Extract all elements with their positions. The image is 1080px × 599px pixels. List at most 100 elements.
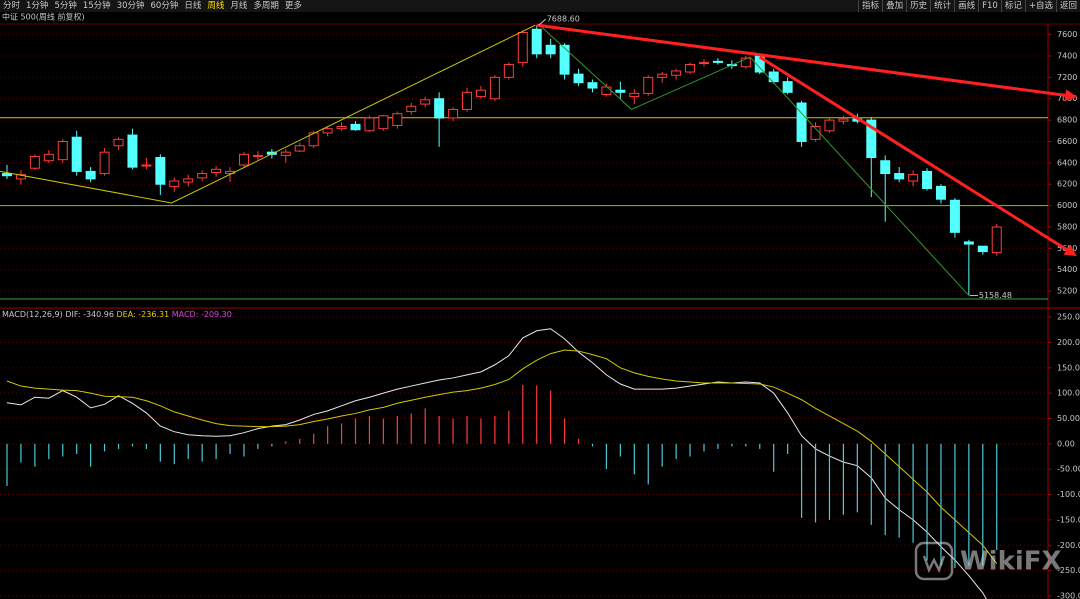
candle-body	[657, 73, 668, 78]
candle-body	[977, 245, 988, 253]
candle-body	[183, 178, 194, 183]
candle-body	[155, 157, 166, 185]
y-tick-label: 100.0	[1057, 389, 1080, 398]
low-label: 5158.48	[979, 291, 1012, 300]
tool-button[interactable]: +自选	[1024, 0, 1056, 12]
candle-body	[113, 138, 124, 147]
y-tick-label: 150.0	[1057, 363, 1080, 372]
period-tab[interactable]: 5分钟	[54, 1, 77, 11]
legend-item: MACD(12,26,9)	[2, 310, 63, 319]
tool-button[interactable]: 指标	[858, 0, 882, 12]
high-label: 7688.60	[547, 15, 580, 24]
candle-body	[475, 89, 486, 98]
period-tab[interactable]: 多周期	[253, 1, 279, 11]
legend-item: DIF:	[65, 310, 80, 319]
zigzag-line	[539, 25, 970, 296]
period-tab[interactable]: 月线	[230, 1, 248, 11]
y-tick-label: 6200	[1057, 180, 1077, 189]
candle-body	[880, 160, 891, 175]
y-tick-label: 5400	[1057, 265, 1077, 274]
candle-body	[322, 128, 333, 134]
candle-body	[671, 70, 682, 76]
candle-body	[615, 89, 626, 93]
period-tab[interactable]: 日线	[184, 1, 202, 11]
price-panel	[0, 25, 1048, 300]
macd-panel	[0, 316, 1048, 597]
period-tab[interactable]: 30分钟	[116, 1, 145, 11]
candle-body	[43, 153, 54, 162]
high-pointer	[538, 18, 547, 26]
candle-body	[559, 44, 570, 75]
candle-body	[169, 180, 180, 187]
tool-button[interactable]: 画线	[954, 0, 978, 12]
legend-item: MACD:	[172, 310, 199, 319]
period-tab[interactable]: 1分钟	[26, 1, 49, 11]
candle-body	[71, 136, 82, 172]
trend-arrow	[536, 23, 1078, 102]
tool-button[interactable]: 叠加	[882, 0, 906, 12]
candle-body	[712, 60, 723, 63]
candle-body	[866, 119, 877, 159]
candle-body	[768, 71, 779, 83]
candle-body	[838, 118, 849, 122]
period-tab[interactable]: 更多	[284, 1, 302, 11]
candle-body	[336, 126, 347, 130]
y-tick-label: 50.00	[1057, 414, 1080, 423]
legend-item: -209.30	[201, 310, 232, 319]
candle-body	[587, 82, 598, 89]
y-tick-label: 0.00	[1057, 439, 1075, 448]
candle-body	[99, 151, 110, 175]
candle-body	[238, 153, 249, 166]
period-tabs: 分时 1分钟 5分钟 15分钟 30分钟 60分钟 日线 周线 月线 多周期 更多	[0, 0, 305, 12]
period-tab[interactable]: 周线	[207, 1, 225, 11]
macd-legend: MACD(12,26,9) DIF: -340.96 DEA: -236.31 …	[2, 310, 232, 319]
tool-button[interactable]: 统计	[930, 0, 954, 12]
y-tick-label: 7400	[1057, 51, 1077, 60]
period-tab[interactable]: 分时	[3, 1, 21, 11]
y-tick-label: -250.0	[1057, 566, 1080, 575]
tool-button[interactable]: 返回	[1055, 0, 1080, 12]
candle-body	[489, 76, 500, 100]
candle-body	[211, 168, 222, 173]
y-tick-label: 6000	[1057, 201, 1077, 210]
y-tick-label: 6600	[1057, 137, 1077, 146]
candle-body	[378, 115, 389, 130]
candle-body	[894, 173, 905, 180]
macd-lines	[6, 328, 998, 599]
period-tab[interactable]: 60分钟	[150, 1, 179, 11]
tool-button[interactable]: 标记	[1000, 0, 1025, 12]
y-tick-label: 7600	[1057, 30, 1077, 39]
y-tick-label: -50.00	[1057, 465, 1080, 474]
tool-buttons: 指标 叠加 历史 统计 画线 F10 标记 +自选 返回	[858, 0, 1080, 12]
candle-body	[350, 123, 361, 131]
candle-body	[740, 57, 751, 68]
candle-body	[963, 241, 974, 245]
y-tick-label: 200.0	[1057, 338, 1080, 347]
candle-body	[434, 98, 445, 119]
candle-body	[545, 44, 556, 55]
trend-arrow	[758, 55, 1077, 257]
y-tick-label: 5200	[1057, 287, 1077, 296]
tool-button[interactable]: 历史	[906, 0, 930, 12]
candle-body	[699, 61, 709, 64]
candle-body	[462, 91, 473, 110]
y-tick-label: -150.0	[1057, 515, 1080, 524]
y-tick-label: -100.0	[1057, 490, 1080, 499]
chart-title: 中证 500(周线 前复权)	[2, 12, 85, 22]
candle-body	[448, 108, 459, 119]
candle-body	[935, 185, 946, 200]
y-tick-label: 250.0	[1057, 313, 1080, 322]
candle-body	[922, 170, 933, 190]
candle-body	[517, 31, 528, 63]
tool-button[interactable]: F10	[978, 0, 1001, 12]
period-tab[interactable]: 15分钟	[82, 1, 111, 11]
y-tick-label: 7200	[1057, 73, 1077, 82]
watermark-glyph	[922, 555, 946, 574]
candle-body	[782, 81, 793, 93]
toolbar: 分时 1分钟 5分钟 15分钟 30分钟 60分钟 日线 周线 月线 多周期 更多 指标 叠加 历史 统计…	[0, 0, 1080, 12]
y-tick-label: -200.0	[1057, 541, 1080, 550]
watermark: WikiFX	[914, 541, 1062, 581]
legend-item: -236.31	[138, 310, 169, 319]
